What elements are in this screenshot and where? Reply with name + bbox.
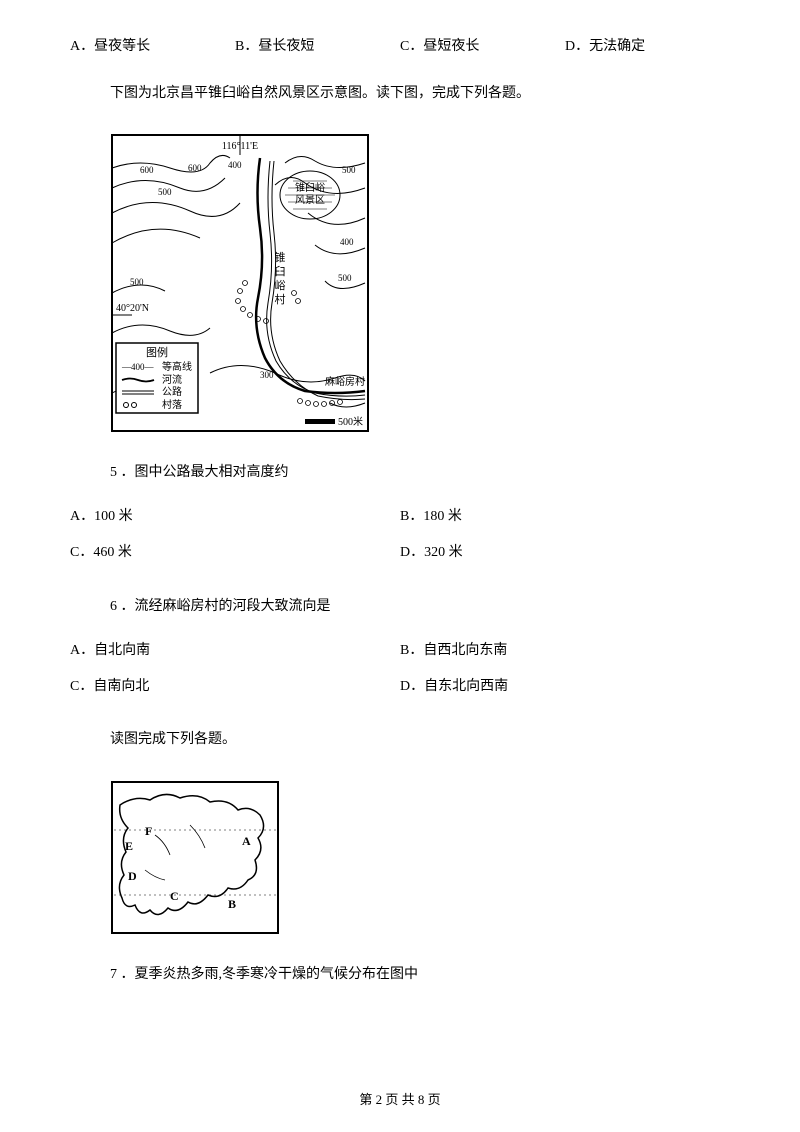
legend-contour-sample: —400— bbox=[121, 362, 155, 372]
label-A: A bbox=[242, 834, 251, 848]
c600a: 600 bbox=[140, 165, 154, 175]
c500b: 500 bbox=[342, 165, 356, 175]
opt-a: A．昼夜等长 bbox=[70, 35, 235, 55]
q5-b: B．180 米 bbox=[400, 505, 730, 525]
q5-a: A．100 米 bbox=[70, 505, 400, 525]
c300: 300 bbox=[260, 370, 274, 380]
q5-d: D．320 米 bbox=[400, 541, 730, 561]
opt-b: B．昼长夜短 bbox=[235, 35, 400, 55]
lat-label: 40°20'N bbox=[116, 303, 149, 314]
q7-stem: 7 ．夏季炎热多雨,冬季寒冷干燥的气候分布在图中 bbox=[110, 963, 730, 983]
q6-d: D．自东北向西南 bbox=[400, 675, 730, 695]
village-a-3: 峪 bbox=[275, 279, 286, 292]
q5-c: C．460 米 bbox=[70, 541, 400, 561]
instruction-2: 读图完成下列各题。 bbox=[110, 729, 730, 751]
label-D: D bbox=[128, 869, 137, 883]
village-a-1: 锥 bbox=[275, 251, 286, 264]
label-F: F bbox=[145, 824, 152, 838]
c400a: 400 bbox=[228, 160, 242, 170]
legend-river: 河流 bbox=[162, 373, 182, 386]
q6-a: A．自北向南 bbox=[70, 639, 400, 659]
instruction-1: 下图为北京昌平锥臼峪自然风景区示意图。读下图，完成下列各题。 bbox=[110, 83, 730, 105]
village-a-4: 村 bbox=[275, 292, 286, 306]
label-E: E bbox=[125, 839, 133, 853]
c500c: 500 bbox=[338, 273, 352, 283]
scale-bar bbox=[305, 419, 335, 424]
q6-c: C．自南向北 bbox=[70, 675, 400, 695]
c500d: 500 bbox=[130, 277, 144, 287]
opt-d: D．无法确定 bbox=[565, 35, 730, 55]
c500a: 500 bbox=[158, 187, 172, 197]
asia-map-svg: A B C D E F bbox=[110, 780, 280, 935]
label-C: C bbox=[170, 889, 179, 903]
topographic-map-figure: 116°11'E 40°20'N bbox=[110, 133, 730, 433]
opt-c: C．昼短夜长 bbox=[400, 35, 565, 55]
page-footer: 第 2 页 共 8 页 bbox=[0, 1089, 800, 1108]
q6-stem: 6 ．流经麻峪房村的河段大致流向是 bbox=[110, 595, 730, 615]
q6-options: A．自北向南 B．自西北向东南 C．自南向北 D．自东北向西南 bbox=[70, 639, 730, 711]
label-B: B bbox=[228, 897, 236, 911]
topo-map-svg: 116°11'E 40°20'N bbox=[110, 133, 370, 433]
scenic-label-1: 锥臼峪 bbox=[295, 182, 325, 194]
village-b: 麻峪房村 bbox=[325, 375, 365, 388]
asia-map-figure: A B C D E F bbox=[110, 780, 730, 935]
legend-contour: 等高线 bbox=[162, 360, 192, 373]
top-prev-options: A．昼夜等长 B．昼长夜短 C．昼短夜长 D．无法确定 bbox=[70, 35, 730, 55]
village-a-2: 臼 bbox=[275, 264, 286, 278]
q6-b: B．自西北向东南 bbox=[400, 639, 730, 659]
legend-title: 图例 bbox=[146, 345, 168, 359]
legend-road: 公路 bbox=[162, 385, 182, 398]
legend-village: 村落 bbox=[162, 398, 182, 411]
q5-stem: 5 ．图中公路最大相对高度约 bbox=[110, 461, 730, 481]
scale-text: 500米 bbox=[338, 415, 363, 428]
scenic-label-2: 风景区 bbox=[295, 194, 325, 206]
q5-options: A．100 米 B．180 米 C．460 米 D．320 米 bbox=[70, 505, 730, 577]
c400b: 400 bbox=[340, 237, 354, 247]
c600b: 600 bbox=[188, 163, 202, 173]
